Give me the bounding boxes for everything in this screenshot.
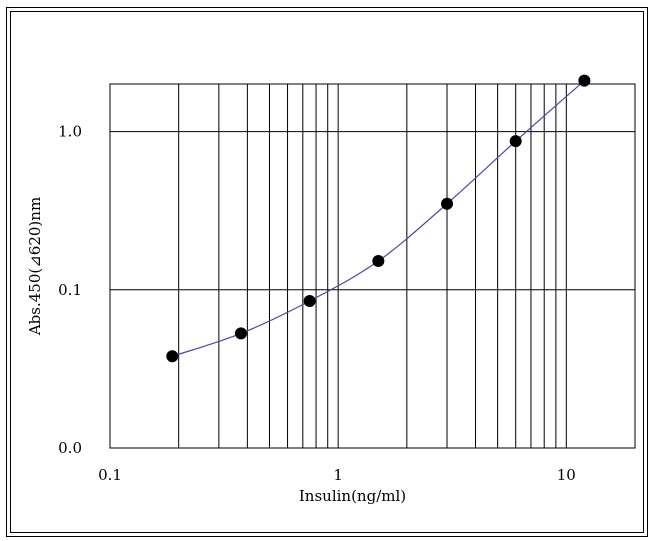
data-point-4 [372, 255, 385, 268]
grid-lines [110, 84, 635, 448]
y-axis-title: Abs.450(⊿620)nm [26, 197, 44, 336]
data-point-3 [303, 294, 316, 307]
data-point-2 [234, 327, 247, 340]
x-tick-label: 10 [557, 466, 576, 484]
y-tick-label: 0.1 [58, 281, 82, 299]
data-point-6 [509, 135, 522, 148]
y-tick-labels: 0.0 0.1 1.0 [58, 123, 82, 457]
x-tick-label: 1 [333, 466, 343, 484]
data-point-1 [166, 350, 179, 363]
data-points [166, 74, 591, 363]
data-point-7 [578, 74, 591, 87]
outer-border [6, 7, 648, 537]
x-tick-label: 0.1 [98, 466, 122, 484]
data-point-5 [441, 197, 454, 210]
x-tick-labels: 0.1 1 10 [98, 466, 576, 484]
inner-border [10, 11, 644, 533]
y-tick-label: 0.0 [58, 439, 82, 457]
x-axis-title: Insulin(ng/ml) [299, 487, 406, 505]
fit-curve [172, 80, 585, 357]
y-tick-label: 1.0 [58, 123, 82, 141]
plot-area [109, 83, 636, 449]
